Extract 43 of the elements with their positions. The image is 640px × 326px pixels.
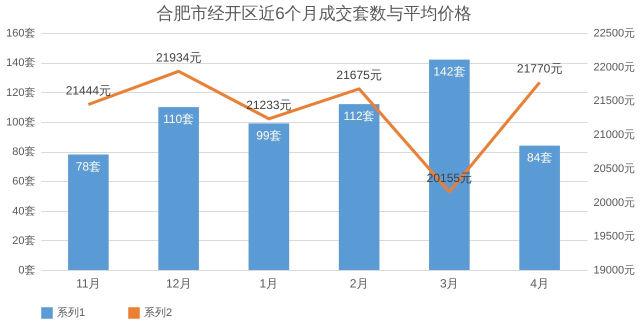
y-tick-label: 140套 [6, 57, 36, 70]
y-tick-label: 80套 [12, 146, 36, 158]
data-label: 21934元 [156, 50, 202, 64]
bar [68, 154, 109, 270]
y2-tick-label: 19500元 [594, 230, 636, 243]
data-label: 78套 [76, 159, 102, 174]
y2-tick-label: 21000元 [594, 129, 636, 142]
y2-tick-label: 21500元 [594, 95, 636, 108]
data-label: 21233元 [246, 98, 292, 112]
bar [519, 146, 560, 270]
chart-title: 合肥市经开区近6个月成交套数与平均价格 [156, 4, 472, 23]
y2-tick-label: 20000元 [594, 196, 636, 209]
data-label: 112套 [344, 109, 375, 124]
y-tick-label: 60套 [12, 176, 36, 188]
legend-label: 系列2 [144, 306, 172, 319]
x-tick-label: 4月 [530, 276, 549, 290]
y2-tick-label: 20500元 [594, 162, 636, 175]
bar [429, 60, 470, 270]
data-label: 21770元 [516, 61, 562, 76]
x-tick-label: 3月 [440, 276, 459, 290]
data-label: 142套 [433, 64, 466, 79]
x-tick-label: 12月 [166, 276, 192, 290]
y-tick-label: 160套 [6, 28, 36, 40]
y-tick-label: 100套 [6, 116, 36, 128]
legend-label: 系列1 [57, 306, 86, 319]
y2-tick-label: 22500元 [594, 28, 636, 40]
bar [248, 123, 290, 270]
x-tick-label: 1月 [260, 276, 278, 290]
y-tick-label: 120套 [6, 86, 36, 99]
bar [338, 104, 380, 270]
data-label: 99套 [256, 128, 282, 142]
y-tick-label: 0套 [18, 264, 36, 276]
y2-tick-label: 19000元 [594, 264, 636, 276]
bar [158, 107, 199, 270]
y-tick-label: 20套 [12, 234, 36, 247]
data-label: 21675元 [336, 68, 382, 82]
data-label: 110套 [163, 112, 194, 126]
x-tick-label: 2月 [350, 276, 368, 290]
x-tick-label: 11月 [76, 276, 101, 290]
y2-tick-label: 22000元 [594, 61, 636, 74]
data-label: 84套 [526, 150, 552, 165]
y-tick-label: 40套 [12, 205, 36, 218]
data-label: 21444元 [66, 84, 112, 98]
